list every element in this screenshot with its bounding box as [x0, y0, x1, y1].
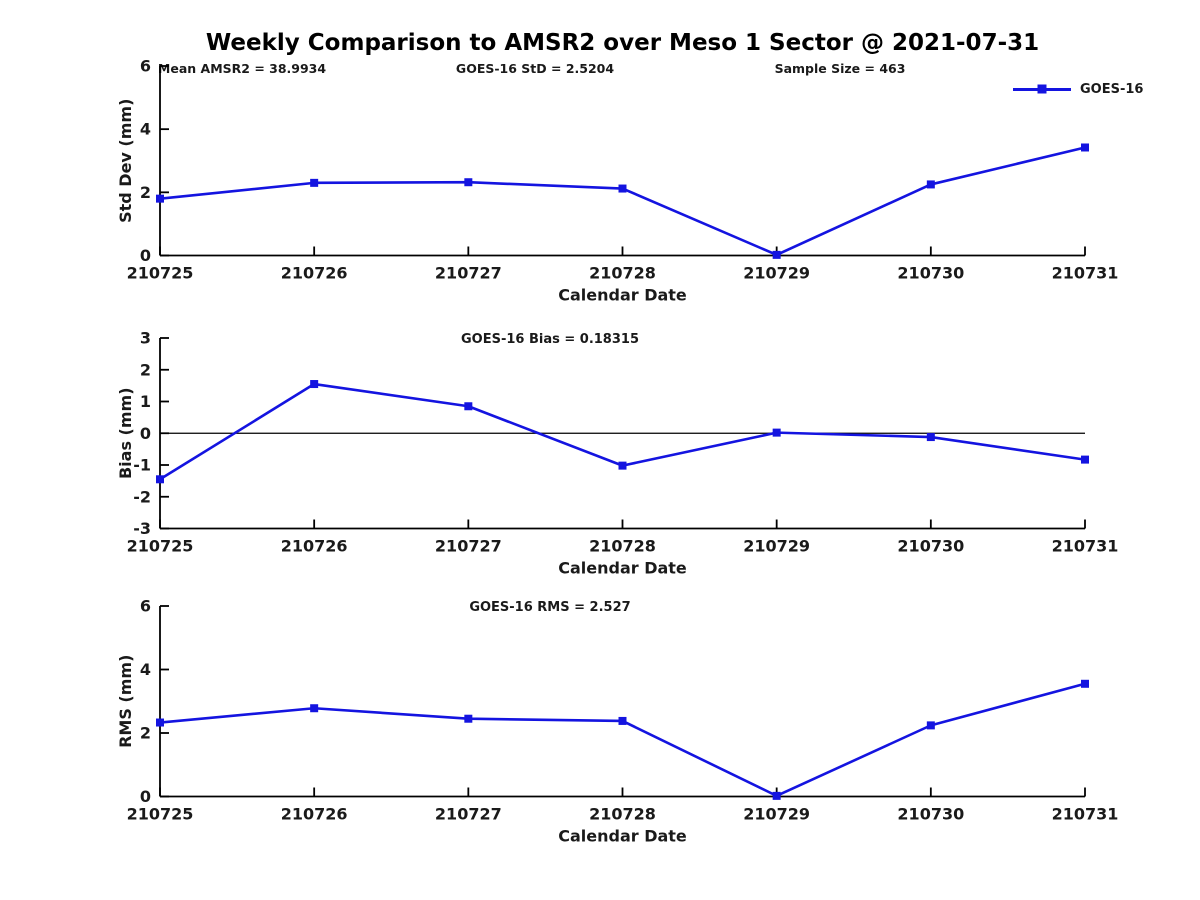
y-tick-label: 0 [140, 787, 151, 806]
legend-line-sample [1013, 84, 1071, 94]
x-tick-label: 210726 [281, 537, 348, 556]
x-tick-label: 210731 [1052, 264, 1119, 283]
x-tick-label: 210726 [281, 805, 348, 824]
x-tick-label: 210725 [127, 264, 194, 283]
data-point-marker [156, 718, 164, 727]
data-point-marker [310, 380, 319, 389]
data-point-marker [926, 433, 935, 442]
x-tick-label: 210730 [897, 805, 964, 824]
x-tick-label: 210725 [127, 805, 194, 824]
y-tick-label: 4 [140, 660, 151, 679]
x-tick-label: 210730 [897, 537, 964, 556]
x-tick-label: 210726 [281, 264, 348, 283]
x-tick-label: 210728 [589, 805, 656, 824]
data-point-marker [772, 791, 781, 800]
x-axis-label: Calendar Date [558, 827, 687, 846]
y-tick-label: 2 [140, 183, 151, 202]
legend: GOES-16 [1013, 80, 1143, 98]
legend-square-marker [1037, 84, 1047, 94]
y-tick-label: 6 [140, 597, 151, 616]
data-point-marker [310, 178, 319, 187]
annotation-sample-size: Sample Size = 463 [774, 61, 906, 76]
data-point-marker [618, 461, 627, 470]
y-tick-label: 4 [140, 120, 151, 139]
y-tick-label: -3 [133, 519, 151, 538]
x-tick-label: 210730 [897, 264, 964, 283]
y-axis-label: Bias (mm) [116, 387, 135, 479]
x-tick-label: 210731 [1052, 805, 1119, 824]
y-tick-label: 3 [140, 329, 151, 348]
y-tick-label: -2 [133, 487, 151, 506]
x-tick-label: 210727 [435, 805, 502, 824]
x-axis-label: Calendar Date [558, 559, 687, 578]
y-tick-label: -1 [133, 456, 151, 475]
data-point-marker [464, 402, 473, 411]
y-tick-label: 6 [140, 57, 151, 76]
data-point-marker [618, 716, 627, 725]
y-axis-label: Std Dev (mm) [116, 99, 135, 223]
y-tick-label: 1 [140, 392, 151, 411]
data-point-marker [926, 180, 935, 189]
y-tick-label: 0 [140, 246, 151, 265]
data-point-marker [156, 194, 164, 203]
data-point-marker [464, 714, 473, 723]
data-point-marker [1081, 679, 1089, 688]
y-tick-label: 2 [140, 724, 151, 743]
x-tick-label: 210729 [743, 537, 810, 556]
y-tick-label: 2 [140, 360, 151, 379]
x-tick-label: 210725 [127, 537, 194, 556]
subplot-title: GOES-16 Bias = 0.18315 [461, 332, 639, 347]
x-tick-label: 210728 [589, 537, 656, 556]
legend-label: GOES-16 [1080, 81, 1144, 97]
data-point-marker [772, 428, 781, 437]
data-point-marker [926, 721, 935, 730]
annotation-goes16-std: GOES-16 StD = 2.5204 [455, 61, 615, 76]
x-tick-label: 210728 [589, 264, 656, 283]
y-axis-label: RMS (mm) [116, 655, 135, 748]
series-line [158, 146, 1087, 257]
subplot-title: GOES-16 RMS = 2.527 [469, 600, 630, 615]
x-tick-label: 210727 [435, 537, 502, 556]
data-point-marker [1081, 143, 1089, 152]
x-tick-label: 210729 [743, 264, 810, 283]
data-point-marker [464, 178, 473, 187]
data-point-marker [156, 475, 164, 484]
figure-title: Weekly Comparison to AMSR2 over Meso 1 S… [205, 30, 1040, 56]
data-point-marker [1081, 455, 1089, 464]
series-line [158, 682, 1087, 798]
y-tick-label: 0 [140, 424, 151, 443]
data-point-marker [310, 704, 319, 713]
x-tick-label: 210729 [743, 805, 810, 824]
x-axis-label: Calendar Date [558, 286, 687, 305]
annotation-mean-amsr2: Mean AMSR2 = 38.9934 [157, 61, 327, 76]
data-point-marker [618, 184, 627, 193]
data-point-marker [772, 250, 781, 259]
x-tick-label: 210731 [1052, 537, 1119, 556]
x-tick-label: 210727 [435, 264, 502, 283]
